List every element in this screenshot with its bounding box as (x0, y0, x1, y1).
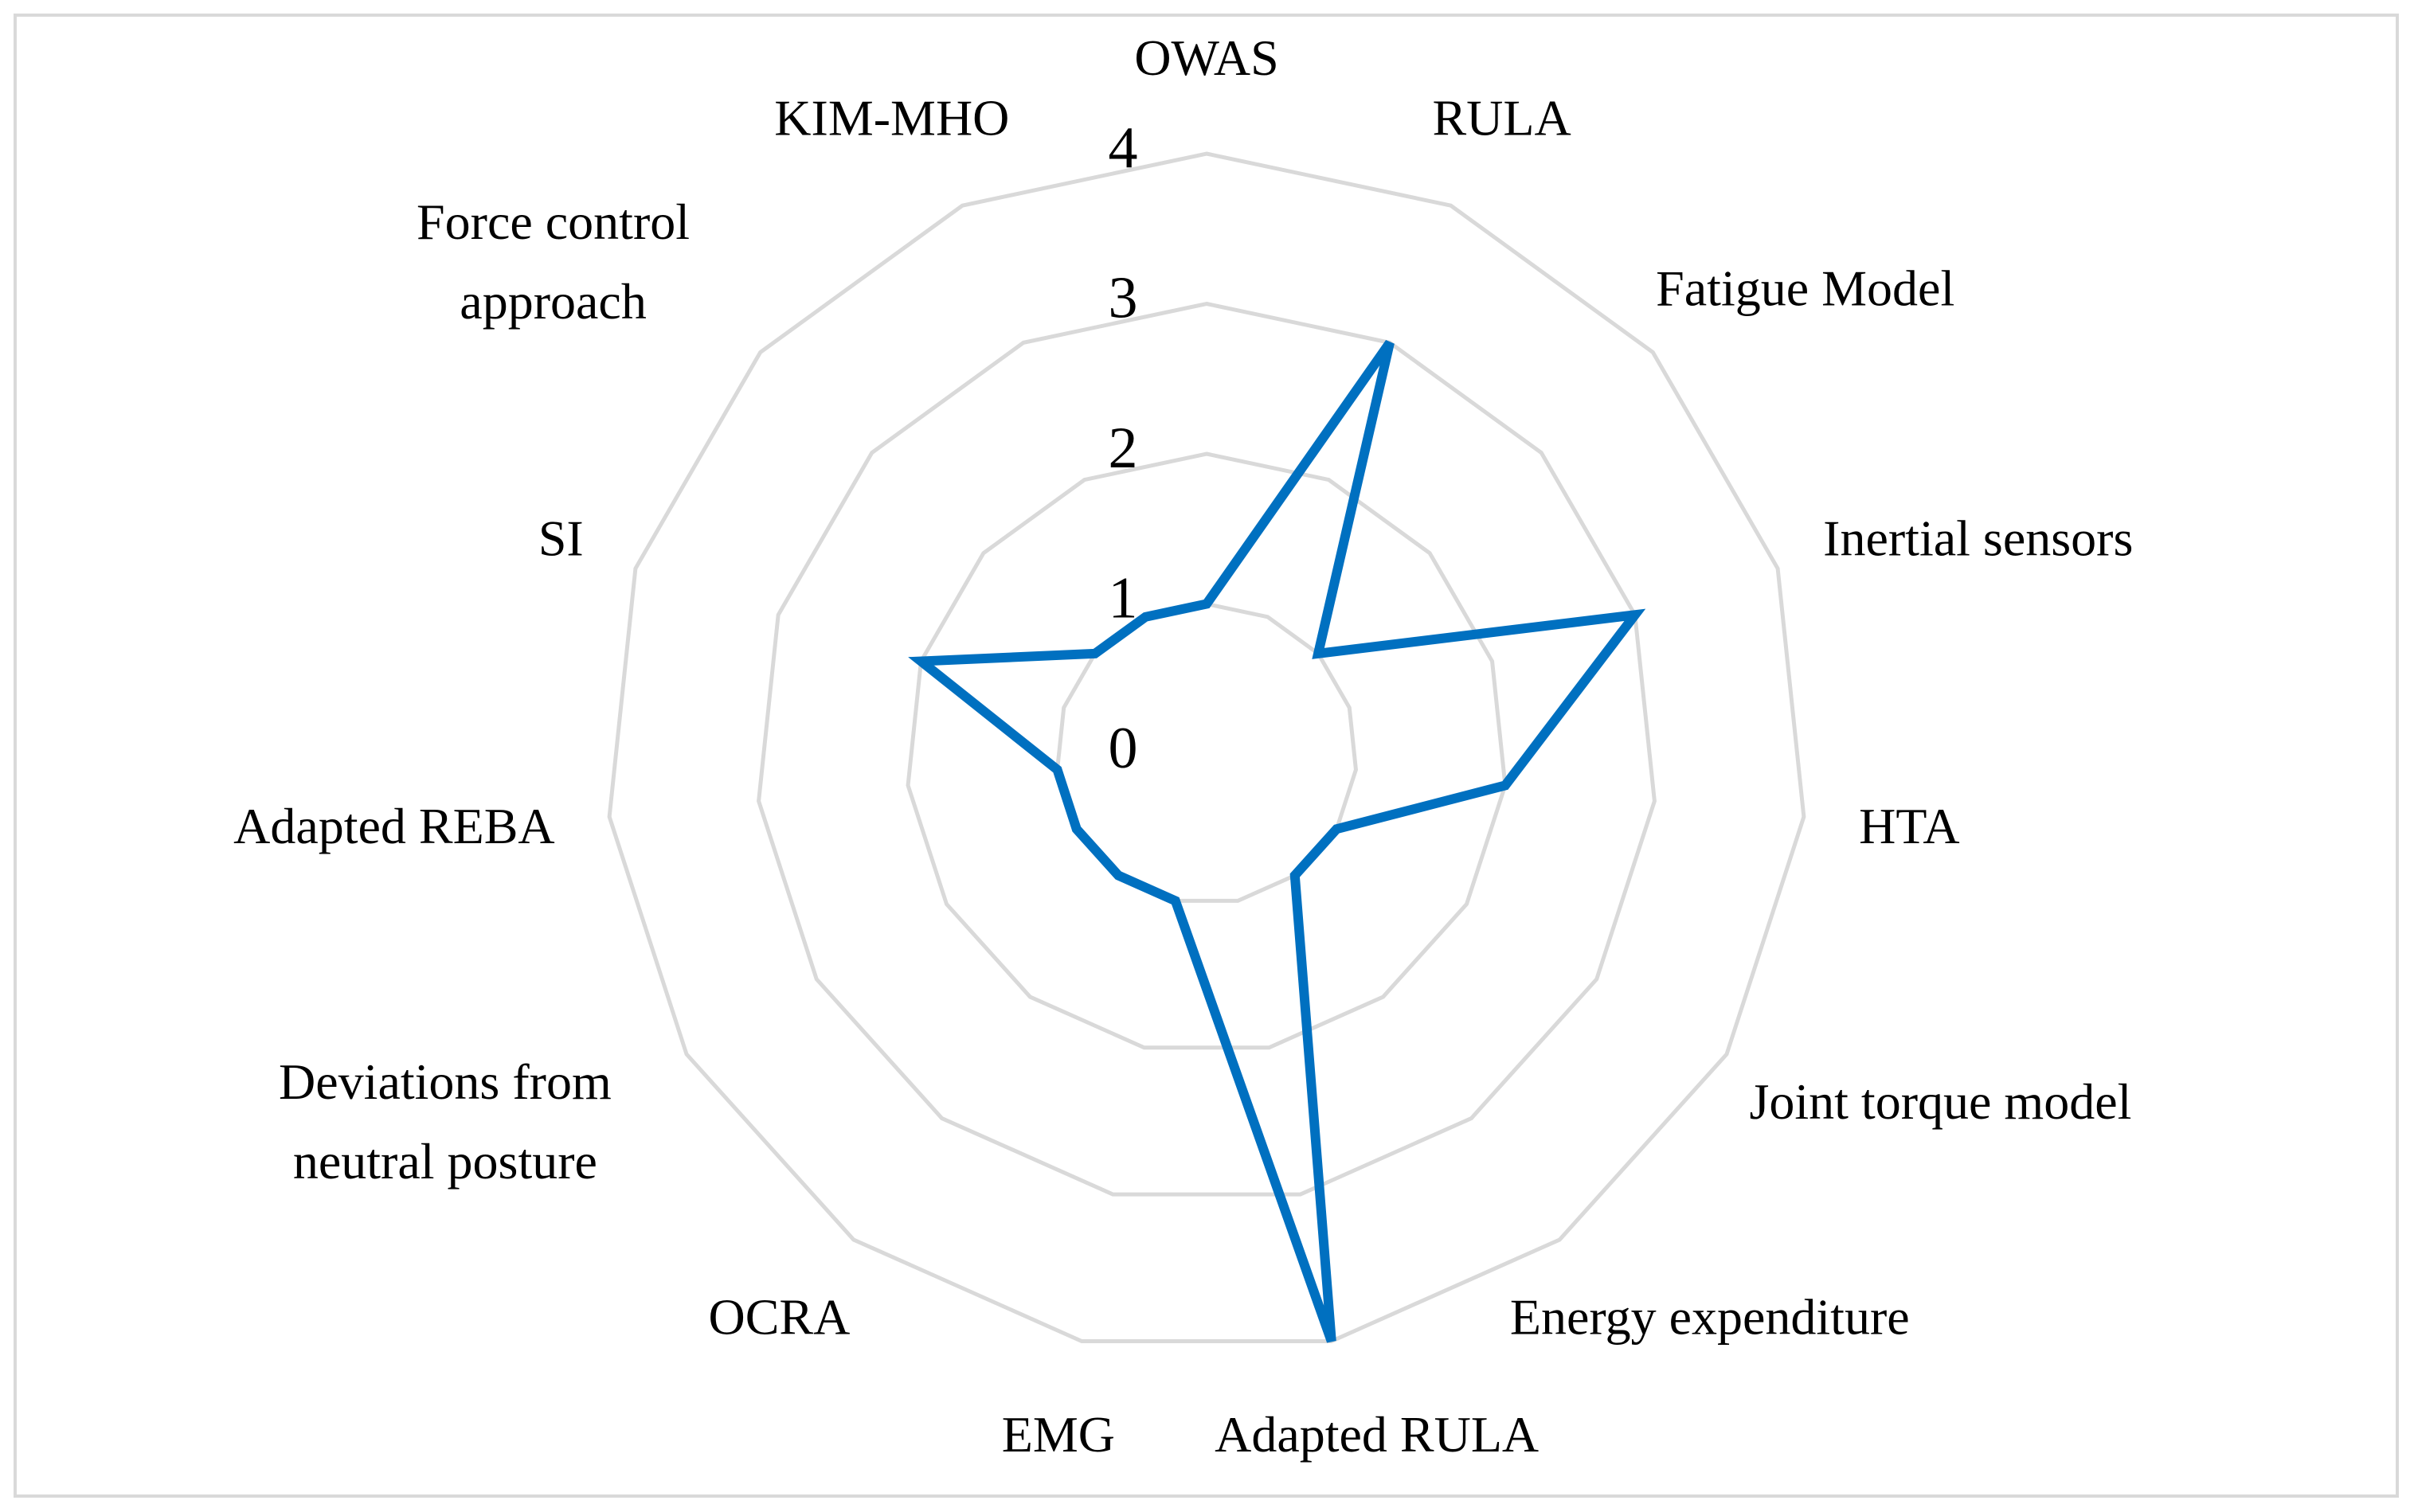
category-label: HTA (1859, 798, 1960, 855)
category-label: RULA (1432, 89, 1571, 147)
category-label: Adapted REBA (233, 798, 555, 855)
tick-label: 0 (1109, 716, 1138, 781)
tick-label: 3 (1109, 265, 1138, 330)
grid-line (1054, 601, 1359, 903)
category-label: Energy expenditure (1509, 1288, 1910, 1346)
radar-line (908, 339, 1646, 1343)
grid-line (757, 301, 1657, 1197)
category-label: Joint torque model (1749, 1073, 2132, 1130)
chart-border (14, 14, 2399, 1498)
tick-label: 2 (1109, 416, 1138, 481)
category-label: Force control approach (417, 193, 691, 330)
category-label: Fatigue Model (1656, 260, 1955, 317)
category-label: SI (538, 510, 584, 567)
category-label: Inertial sensors (1823, 510, 2134, 567)
tick-label: 1 (1109, 565, 1138, 631)
grid-line (607, 151, 1806, 1344)
grid-line (906, 451, 1508, 1050)
category-label: OWAS (1134, 29, 1279, 86)
tick-label: 4 (1109, 115, 1138, 181)
category-label: KIM-MHO (774, 89, 1010, 147)
category-label: EMG (1001, 1405, 1115, 1463)
category-label: OCRA (708, 1288, 851, 1346)
category-label: Adapted RULA (1215, 1405, 1540, 1463)
category-label: Deviations from neutral posture (279, 1053, 612, 1190)
